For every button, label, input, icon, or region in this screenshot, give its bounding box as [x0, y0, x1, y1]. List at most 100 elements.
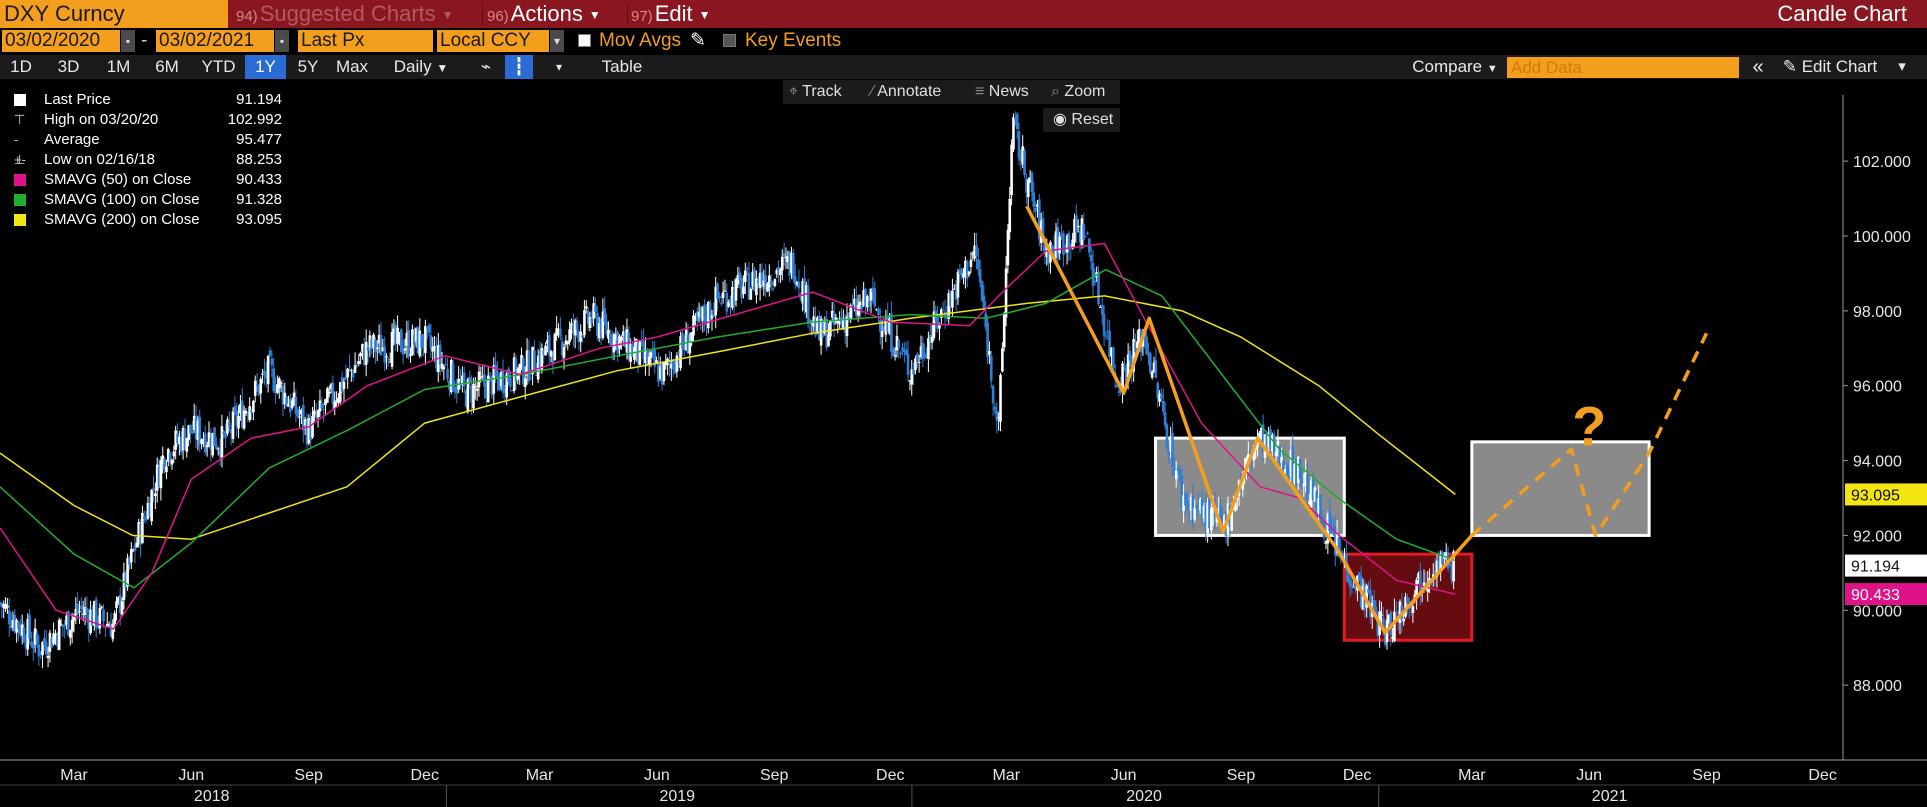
candle-body	[845, 316, 849, 337]
suggested-charts-num: 94)	[236, 8, 258, 25]
candle-body	[1365, 585, 1368, 608]
candle-body	[531, 346, 534, 375]
candle-body	[290, 400, 294, 408]
candle-body	[1222, 515, 1226, 526]
candle-body	[285, 396, 288, 405]
period-1y-button[interactable]: 1Y	[245, 55, 286, 79]
table-button[interactable]: Table	[601, 57, 643, 76]
period-5y-button[interactable]: 5Y	[297, 57, 319, 76]
candle-body	[338, 382, 342, 402]
candle-body	[1404, 596, 1407, 617]
candle-body	[46, 655, 50, 659]
candle-body	[431, 347, 435, 352]
candle-body	[577, 331, 581, 342]
candle-body	[320, 403, 324, 409]
candle-body	[363, 346, 366, 365]
candle-body	[941, 310, 945, 312]
candle-body	[1156, 382, 1160, 399]
candle-body	[682, 345, 686, 350]
candle-body	[753, 269, 756, 292]
period-ytd-button[interactable]: YTD	[201, 57, 236, 76]
chevron-down-icon[interactable]: ▾	[1898, 58, 1906, 75]
pencil-icon[interactable]: ✎	[690, 30, 706, 51]
candle-body	[1097, 273, 1100, 305]
candle-body	[1309, 480, 1313, 507]
candle-body	[459, 381, 462, 384]
candle-body	[1411, 606, 1415, 613]
candle-body	[891, 348, 895, 356]
ticker-field[interactable]: DXY Curncy	[0, 0, 228, 28]
candle-body	[168, 452, 172, 463]
candle-body	[851, 304, 854, 307]
collapse-icon[interactable]: «	[1752, 56, 1764, 78]
currency-select[interactable]: Local CCY	[437, 30, 549, 52]
candle-body	[553, 333, 557, 361]
candle-body	[816, 317, 819, 332]
candle-body	[514, 358, 518, 382]
candle-body	[272, 368, 276, 392]
candle-body	[277, 378, 281, 389]
price-field-select[interactable]: Last Px	[298, 30, 433, 52]
news-tool[interactable]: ≡ News	[975, 80, 1029, 104]
actions-menu[interactable]: 96)Actions ▼	[487, 0, 627, 28]
annotate-tool[interactable]: ⁄ Annotate	[871, 80, 941, 104]
candle-body	[701, 307, 705, 321]
frequency-select[interactable]: Daily ▼	[380, 55, 462, 79]
period-3d-button[interactable]: 3D	[57, 57, 80, 76]
edit-menu[interactable]: 97)Edit ▼	[631, 0, 731, 28]
candle-body	[592, 303, 595, 319]
candle-body	[118, 594, 122, 614]
candle-body	[420, 333, 423, 349]
candle-body	[283, 392, 287, 405]
period-max-button[interactable]: Max	[335, 57, 369, 76]
candle-body	[166, 448, 170, 462]
candle-body	[202, 438, 205, 445]
period-1d-button[interactable]: 1D	[10, 57, 32, 76]
candle-body	[388, 361, 392, 363]
candle-body	[1117, 391, 1121, 393]
highlight-box	[1470, 440, 1651, 537]
candle-body	[246, 415, 250, 417]
line-chart-icon[interactable]: ⌁	[480, 57, 492, 76]
x-tick-label: Sep	[760, 767, 789, 784]
candle-body	[94, 599, 98, 629]
start-date-field[interactable]: 03/02/2020	[2, 30, 120, 52]
candle-body	[1036, 203, 1039, 208]
candle-body	[636, 343, 640, 363]
period-6m-button[interactable]: 6M	[155, 57, 179, 76]
key-events-checkbox[interactable]	[723, 34, 736, 47]
period-1m-button[interactable]: 1M	[106, 57, 131, 76]
add-data-input[interactable]: Add Data	[1507, 57, 1739, 78]
calendar-icon[interactable]: ▪	[121, 30, 135, 52]
calendar-icon[interactable]: ▪	[275, 30, 289, 52]
settings-row: 03/02/2020 ▪ - 03/02/2021 ▪ Last Px Loca…	[0, 30, 1927, 54]
candle-body	[9, 624, 13, 629]
reset-button[interactable]: ◉ Reset	[1053, 108, 1113, 132]
candle-body	[1306, 473, 1309, 500]
candle-body	[1287, 469, 1291, 478]
chevron-down-icon[interactable]: ▾	[555, 60, 563, 74]
candle-body	[494, 364, 497, 376]
candle-body	[660, 363, 664, 385]
chevron-down-icon[interactable]: ▾	[550, 30, 564, 52]
mov-avgs-checkbox[interactable]	[578, 34, 591, 47]
candle-body	[344, 376, 348, 380]
candle-body	[1211, 506, 1215, 514]
candle-body	[368, 335, 372, 347]
candle-body	[612, 334, 616, 353]
end-date-field[interactable]: 03/02/2021	[156, 30, 274, 52]
candle-body	[1230, 510, 1233, 531]
candle-body	[1217, 508, 1221, 510]
candle-body	[633, 347, 636, 360]
suggested-charts-menu[interactable]: 94)Suggested Charts ▼	[236, 0, 476, 28]
candle-body	[1200, 499, 1204, 519]
reset-tool[interactable]: ◉ Reset	[1043, 108, 1120, 132]
candle-chart-icon[interactable]: ┇	[505, 55, 533, 79]
candle-body	[451, 363, 455, 392]
candle-body	[1247, 454, 1250, 461]
track-tool[interactable]: ⌖ Track	[789, 80, 842, 104]
edit-chart-button[interactable]: ✎ Edit Chart	[1775, 55, 1885, 79]
candle-body	[390, 332, 394, 367]
compare-menu[interactable]: Compare ▼	[1405, 55, 1505, 79]
zoom-tool[interactable]: ⌕ Zoom	[1051, 80, 1105, 104]
